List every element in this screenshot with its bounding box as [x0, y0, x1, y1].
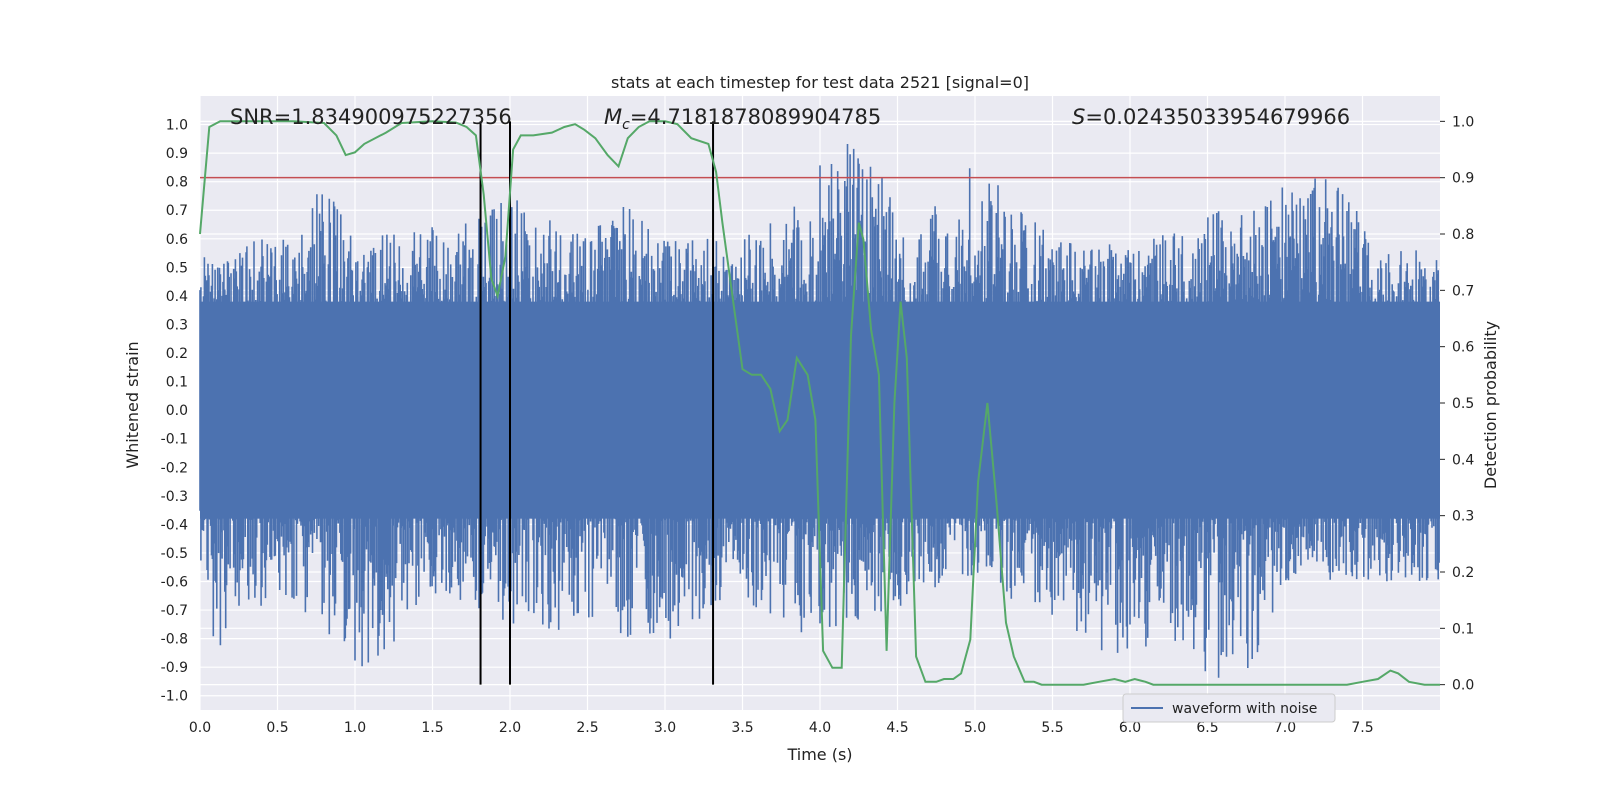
snr-annotation: SNR=1.834900975227356 — [230, 105, 512, 129]
x-tick-label: 4.0 — [809, 720, 831, 736]
y2-tick-label: 0.6 — [1452, 340, 1474, 356]
x-tick-label: 6.0 — [1119, 720, 1141, 736]
y-tick-label: -0.5 — [161, 546, 188, 562]
y-tick-label: 0.7 — [166, 203, 188, 219]
y-axis-left: 1.0 0.9 0.8 0.7 0.6 0.5 0.4 0.3 0.2 0.1 0.0 -0.1 -0.… — [161, 118, 188, 705]
y-tick-label: 0.6 — [166, 232, 188, 248]
waveform-series — [199, 144, 1440, 678]
x-tick-label: 0.5 — [266, 720, 288, 736]
s-annotation: S=0.02435033954679966 — [1072, 105, 1350, 129]
x-axis-label: Time (s) — [786, 745, 852, 764]
chirp-mass-subscript: c — [622, 117, 630, 133]
y-tick-label: -0.2 — [161, 460, 188, 476]
legend-box — [1122, 693, 1336, 723]
y-tick-label: -0.9 — [161, 660, 188, 676]
x-tick-label: 3.5 — [731, 720, 753, 736]
y-tick-label: 0.2 — [166, 346, 188, 362]
y-tick-label: -0.1 — [161, 432, 188, 448]
y-tick-label: -0.7 — [161, 603, 188, 619]
x-tick-label: 6.5 — [1196, 720, 1218, 736]
x-tick-label: 4.5 — [886, 720, 908, 736]
y2-tick-label: 0.9 — [1452, 171, 1474, 187]
s-symbol: S — [1072, 105, 1085, 129]
y-tick-label: -0.6 — [161, 574, 188, 590]
detection-probability-line — [199, 120, 1440, 686]
y-tick-label: -0.4 — [161, 517, 188, 533]
y-tick-label: -0.3 — [161, 489, 188, 505]
y-tick-label: 0.8 — [166, 175, 188, 191]
y2-axis-label: Detection probability — [1481, 321, 1500, 489]
y2-tick-label: 0.3 — [1452, 509, 1474, 525]
x-tick-label: 3.0 — [654, 720, 676, 736]
y-tick-label: 0.9 — [166, 146, 188, 162]
waveform-core — [200, 301, 1440, 519]
x-tick-label: 0.0 — [189, 720, 211, 736]
y-tick-label: 0.4 — [166, 289, 188, 305]
y2-tick-label: 0.0 — [1452, 678, 1474, 694]
chart-title: stats at each timestep for test data 252… — [611, 73, 1029, 92]
y2-tick-label: 0.2 — [1452, 565, 1474, 581]
y2-tick-label: 0.1 — [1452, 621, 1474, 637]
x-tick-label: 7.0 — [1274, 720, 1296, 736]
chirp-mass-annotation: Mc=4.718187808990478​5 — [604, 105, 881, 133]
y-axis-right: 1.0 0.9 0.8 0.7 0.6 0.5 0.4 0.3 0.2 0.1 0.0 — [1440, 114, 1474, 694]
s-value: =0.02435033954679966 — [1085, 105, 1350, 129]
y2-tick-label: 1.0 — [1452, 114, 1474, 130]
legend: waveform with noise — [1122, 693, 1336, 723]
y-axis-label: Whitened strain — [123, 341, 142, 468]
x-tick-label: 1.0 — [344, 720, 366, 736]
x-tick-label: 7.5 — [1351, 720, 1373, 736]
y2-tick-label: 0.7 — [1452, 283, 1474, 299]
x-axis: 0.0 0.5 1.0 1.5 2.0 2.5 3.0 3.5 4.0 4.5 5.0 5.5 6.0 6… — [189, 720, 1374, 736]
y2-tick-label: 0.5 — [1452, 396, 1474, 412]
y-tick-label: 1.0 — [166, 118, 188, 134]
vertical-marker-lines — [479, 121, 715, 685]
y2-tick-label: 0.4 — [1452, 452, 1474, 468]
y-tick-label: 0.3 — [166, 317, 188, 333]
chirp-mass-value: =4.718187808990478​5 — [630, 105, 881, 129]
y-tick-label: 0.0 — [166, 403, 188, 419]
y-tick-label: 0.1 — [166, 375, 188, 391]
x-tick-label: 5.5 — [1041, 720, 1063, 736]
y-tick-label: -0.8 — [161, 632, 188, 648]
legend-label: waveform with noise — [1172, 701, 1317, 717]
y-tick-label: 0.5 — [166, 260, 188, 276]
chirp-mass-symbol: M — [604, 105, 622, 129]
y-tick-label: -1.0 — [161, 689, 188, 705]
x-tick-label: 1.5 — [421, 720, 443, 736]
x-tick-label: 2.5 — [576, 720, 598, 736]
x-tick-label: 2.0 — [499, 720, 521, 736]
y2-tick-label: 0.8 — [1452, 227, 1474, 243]
x-tick-label: 5.0 — [964, 720, 986, 736]
